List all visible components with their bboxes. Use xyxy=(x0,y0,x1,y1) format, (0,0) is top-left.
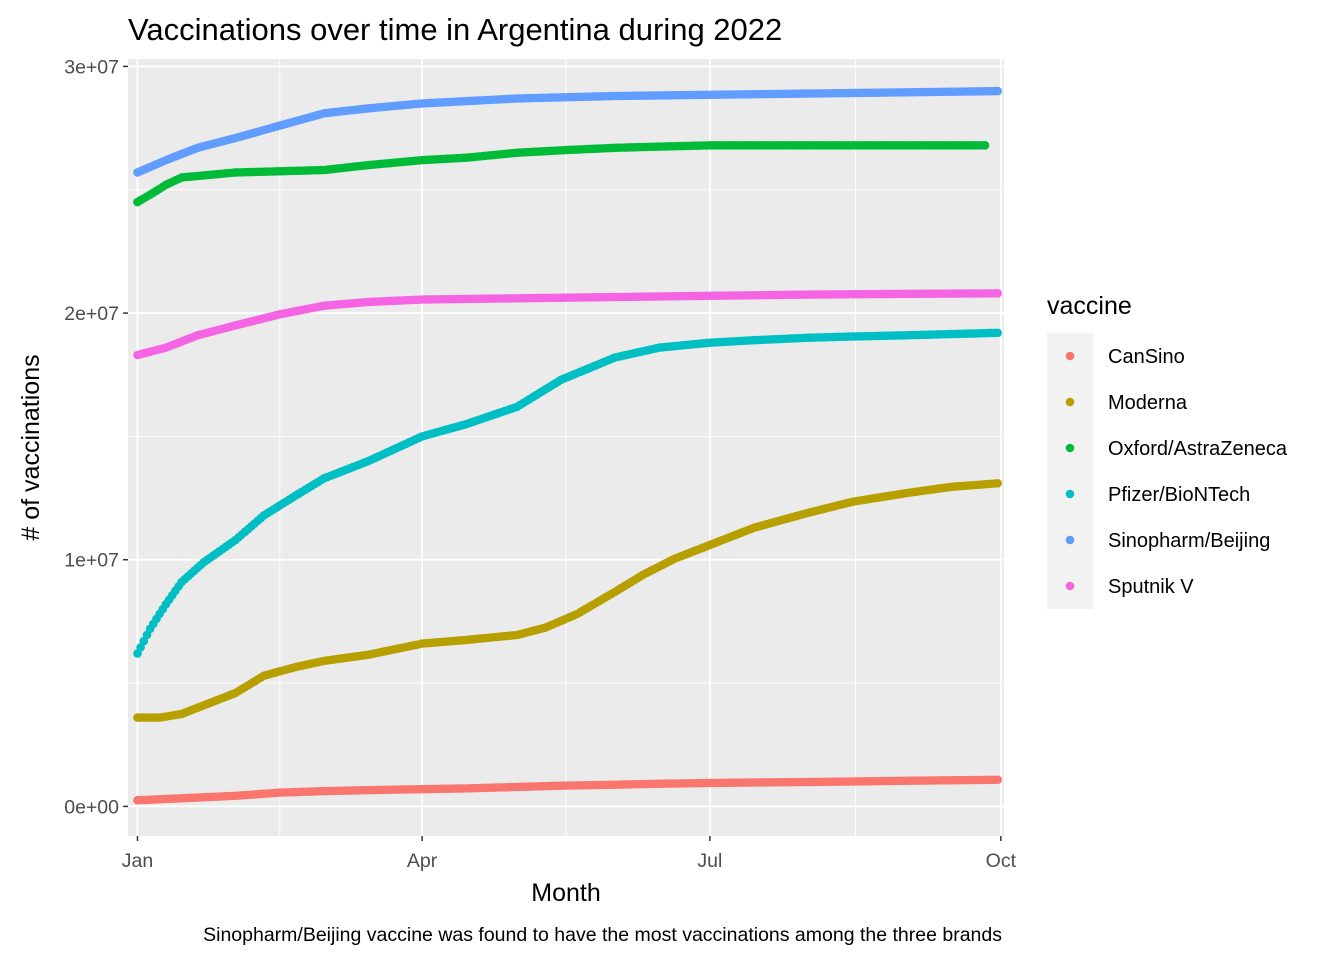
data-point xyxy=(993,86,1002,96)
legend-label: Pfizer/BioNTech xyxy=(1108,484,1250,506)
series-sinopharm-beijing xyxy=(133,86,1002,177)
data-point xyxy=(993,775,1002,785)
chart-title: Vaccinations over time in Argentina duri… xyxy=(128,12,782,47)
x-tick-label: Apr xyxy=(407,850,438,872)
data-point xyxy=(993,289,1002,298)
legend-swatch xyxy=(1065,581,1075,591)
legend: vaccine CanSino Moderna Oxford/AstraZeneca… xyxy=(1047,292,1288,609)
legend-key-background xyxy=(1047,333,1093,609)
legend-label: CanSino xyxy=(1108,346,1185,368)
grid-minor xyxy=(128,59,1004,836)
x-tick-label: Oct xyxy=(986,850,1017,872)
legend-swatch xyxy=(1065,535,1075,545)
x-tick-label: Jan xyxy=(122,850,153,872)
y-axis: 0e+00 1e+07 2e+07 3e+07 xyxy=(64,56,128,818)
data-point xyxy=(980,141,990,150)
y-tick-label: 1e+07 xyxy=(64,550,119,572)
series-pfizer-biontech xyxy=(133,328,1002,658)
series-cansino xyxy=(133,775,1002,805)
chart-caption: Sinopharm/Beijing vaccine was found to h… xyxy=(203,924,1002,946)
legend-label: Oxford/AstraZeneca xyxy=(1108,438,1288,460)
series-sputnik-v xyxy=(133,289,1002,360)
y-axis-title: # of vaccinations xyxy=(17,354,45,540)
series-layer xyxy=(133,86,1002,805)
legend-label: Sputnik V xyxy=(1108,576,1194,598)
x-axis: Jan Apr Jul Oct xyxy=(122,836,1017,872)
y-tick-label: 2e+07 xyxy=(64,303,119,325)
x-tick-label: Jul xyxy=(697,850,722,872)
legend-items: CanSino Moderna Oxford/AstraZeneca Pfizer/B… xyxy=(1065,346,1288,598)
data-point xyxy=(993,328,1002,338)
legend-label: Sinopharm/Beijing xyxy=(1108,530,1270,552)
legend-title: vaccine xyxy=(1047,292,1132,320)
legend-swatch xyxy=(1065,489,1075,499)
legend-label: Moderna xyxy=(1108,392,1188,414)
grid-major xyxy=(128,59,1004,836)
legend-swatch xyxy=(1065,351,1075,361)
y-tick-label: 0e+00 xyxy=(64,796,119,818)
x-axis-title: Month xyxy=(531,879,600,907)
series-moderna xyxy=(133,478,1002,722)
data-point xyxy=(993,478,1002,488)
legend-swatch xyxy=(1065,397,1075,407)
y-tick-label: 3e+07 xyxy=(64,56,119,78)
series-oxford-astrazeneca xyxy=(133,141,990,207)
legend-swatch xyxy=(1065,443,1075,453)
